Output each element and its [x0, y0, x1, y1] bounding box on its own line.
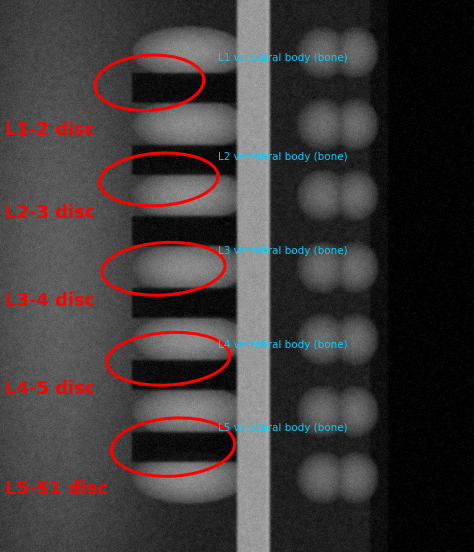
- Text: L5-S1 disc: L5-S1 disc: [5, 480, 108, 497]
- Text: L3 vertebral body (bone): L3 vertebral body (bone): [218, 246, 347, 256]
- Text: L1-2 disc: L1-2 disc: [5, 121, 95, 139]
- Text: L4 vertebral body (bone): L4 vertebral body (bone): [218, 340, 347, 350]
- Text: L4-5 disc: L4-5 disc: [5, 380, 95, 398]
- Text: L5 vertebral body (bone): L5 vertebral body (bone): [218, 423, 347, 433]
- Text: L1 vertebral body (bone): L1 vertebral body (bone): [218, 53, 347, 63]
- Text: L2-3 disc: L2-3 disc: [5, 204, 95, 221]
- Text: L3-4 disc: L3-4 disc: [5, 292, 95, 310]
- Text: L2 vertebral body (bone): L2 vertebral body (bone): [218, 152, 347, 162]
